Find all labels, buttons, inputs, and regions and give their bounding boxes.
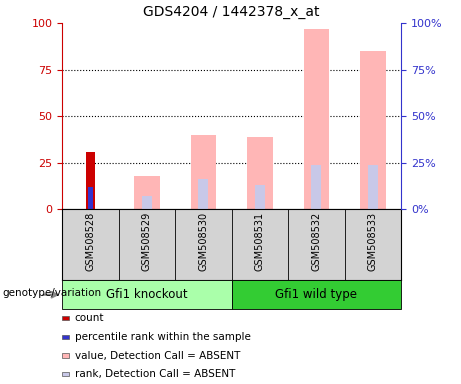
Text: Gfi1 wild type: Gfi1 wild type: [275, 288, 357, 301]
Bar: [62, 372, 69, 376]
Bar: [231, 280, 401, 309]
Text: value, Detection Call = ABSENT: value, Detection Call = ABSENT: [75, 351, 240, 361]
Bar: [62, 335, 69, 339]
Text: GSM508530: GSM508530: [198, 212, 208, 271]
Bar: [304, 29, 329, 209]
Bar: [62, 280, 231, 309]
Text: GSM508528: GSM508528: [85, 212, 95, 271]
Bar: [311, 165, 321, 209]
Bar: [86, 152, 95, 209]
Text: genotype/variation: genotype/variation: [2, 288, 101, 298]
Text: count: count: [75, 313, 104, 323]
Bar: [142, 196, 152, 209]
Text: GSM508532: GSM508532: [311, 212, 321, 271]
Bar: [88, 187, 93, 209]
Bar: [247, 137, 272, 209]
Bar: [191, 135, 216, 209]
Bar: [198, 179, 208, 209]
Bar: [360, 51, 385, 209]
Bar: [134, 176, 160, 209]
Text: percentile rank within the sample: percentile rank within the sample: [75, 332, 251, 342]
Bar: [368, 165, 378, 209]
Bar: [62, 353, 69, 358]
Bar: [62, 316, 69, 320]
Text: GSM508529: GSM508529: [142, 212, 152, 271]
Text: GSM508531: GSM508531: [255, 212, 265, 271]
Text: GSM508533: GSM508533: [368, 212, 378, 271]
Title: GDS4204 / 1442378_x_at: GDS4204 / 1442378_x_at: [143, 5, 320, 19]
Text: Gfi1 knockout: Gfi1 knockout: [106, 288, 188, 301]
Bar: [255, 185, 265, 209]
Text: rank, Detection Call = ABSENT: rank, Detection Call = ABSENT: [75, 369, 235, 379]
